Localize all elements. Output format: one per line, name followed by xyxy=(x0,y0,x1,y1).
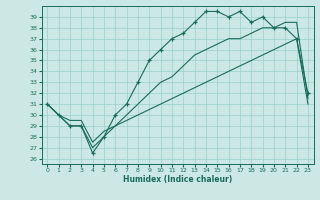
X-axis label: Humidex (Indice chaleur): Humidex (Indice chaleur) xyxy=(123,175,232,184)
